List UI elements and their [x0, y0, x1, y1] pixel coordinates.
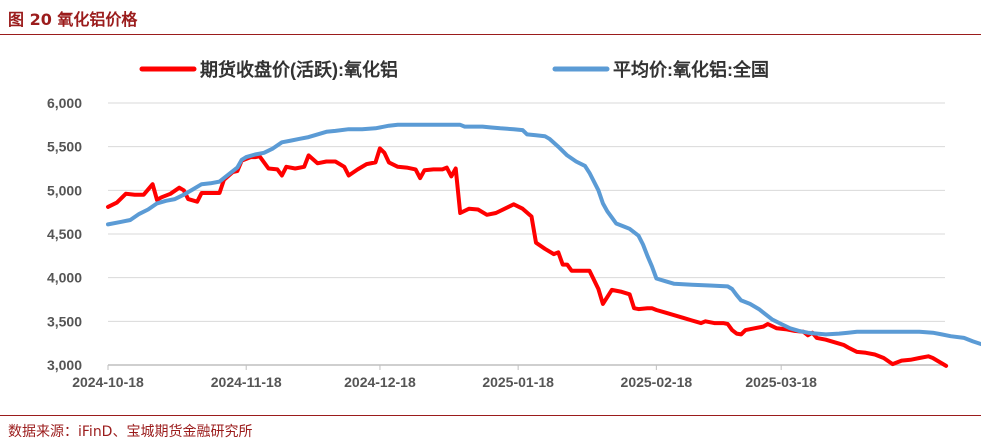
- y-tick-label: 6,000: [47, 95, 82, 111]
- x-tick-label: 2025-01-18: [482, 374, 554, 390]
- y-tick-label: 5,500: [47, 139, 82, 155]
- top-rule: [0, 34, 981, 35]
- x-tick-label: 2024-11-18: [211, 374, 282, 390]
- figure-title: 图 20 氧化铝价格: [8, 10, 138, 29]
- y-tick-label: 5,000: [47, 182, 82, 198]
- legend-label: 期货收盘价(活跃):氧化铝: [200, 59, 398, 80]
- legend: 期货收盘价(活跃):氧化铝 平均价:氧化铝:全国: [139, 59, 769, 80]
- x-tick-label: 2025-02-18: [621, 374, 693, 390]
- y-tick-label: 3,000: [47, 357, 82, 373]
- x-tick-label: 2024-10-18: [72, 374, 144, 390]
- x-tick-label: 2025-03-18: [745, 374, 817, 390]
- x-tick-label: 2024-12-18: [344, 374, 416, 390]
- series-layer: [106, 122, 981, 368]
- y-tick-label: 3,500: [47, 313, 82, 329]
- axis-layer: 6,0005,5005,0004,5004,0003,5003,0002024-…: [47, 95, 945, 390]
- grid-layer: [108, 102, 945, 366]
- series-line-national-average: [106, 122, 981, 347]
- bottom-rule: [0, 415, 981, 416]
- y-tick-label: 4,000: [47, 270, 82, 286]
- data-source-note: 数据来源：iFinD、宝城期货金融研究所: [8, 424, 253, 440]
- y-tick-label: 4,500: [47, 226, 82, 242]
- legend-label: 平均价:氧化铝:全国: [613, 59, 769, 80]
